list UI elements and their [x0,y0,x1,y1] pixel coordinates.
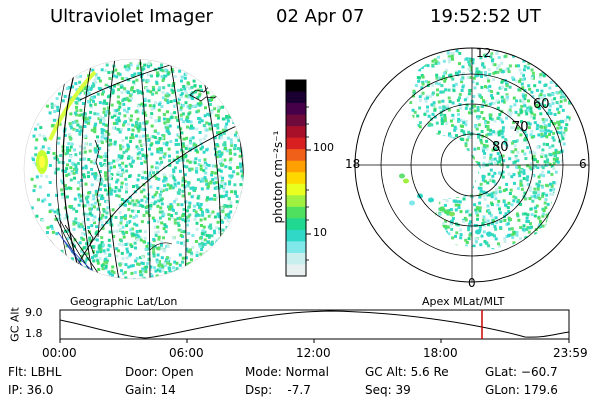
time-tick-0600: 06:00 [169,346,204,360]
colorbar-band [286,126,306,139]
colorbar-unit-label: photon cm⁻²s⁻¹ [271,130,285,224]
mlt-label-6: 6 [579,157,587,171]
colorbar-band [286,195,306,208]
emission-dots [399,173,492,237]
colorbar-band [286,183,306,196]
status-gc-alt: GC Alt: 5.6 Re [365,365,449,379]
terminator-curve [62,59,86,279]
altitude-curve [59,310,570,339]
colorbar-band [286,91,306,104]
colorbar-band [286,80,306,93]
status-glon: GLon: 179.6 [485,383,558,397]
colorbar-band [286,264,306,277]
mlt-label-0: 0 [468,276,476,290]
time-tick-1200: 12:00 [296,346,331,360]
limb-glow [48,70,97,141]
instrument-title: Ultraviolet Imager [50,6,213,27]
colorbar-band [286,114,306,127]
status-door: Door: Open [125,365,194,379]
status-ip: IP: 36.0 [8,383,54,397]
colorbar-band [286,103,306,116]
geographic-disc [24,59,244,279]
time-tick-0000: 00:00 [42,346,77,360]
time-tick-1800: 18:00 [423,346,458,360]
colorbar-band [286,172,306,185]
mlt-label-18: 18 [345,157,361,171]
mlt-label-12: 12 [476,46,492,60]
polar-plot [354,47,590,283]
colorbar-band [286,241,306,254]
status-seq: Seq: 39 [365,383,411,397]
colorbar-tick-10: 10 [313,226,327,239]
colorbar-tick-100: 100 [313,141,334,154]
time-label: 19:52:52 UT [430,6,541,27]
left-panel-caption: Geographic Lat/Lon [70,295,178,308]
mlat-label-80: 80 [492,140,509,155]
mlat-label-70: 70 [512,120,529,135]
colorbar-band [286,229,306,242]
parallel-lines [69,61,244,279]
status-dsp: Dsp: -7.7 [245,383,311,397]
status-gain: Gain: 14 [125,383,176,397]
colorbar-band [286,206,306,219]
altitude-strip [59,309,570,343]
status-mode: Mode: Normal [245,365,329,379]
colorbar-band [286,149,306,162]
status-glat: GLat: −60.7 [485,365,558,379]
altitude-tick-low: 1.8 [25,327,43,340]
colorbar [285,79,311,277]
altitude-tick-high: 9.0 [25,306,43,319]
date-label: 02 Apr 07 [276,6,365,27]
status-filter: Flt: LBHL [8,365,62,379]
colorbar-band [286,160,306,173]
right-panel-caption: Apex MLat/MLT [422,295,505,308]
mlat-label-60: 60 [533,97,550,112]
colorbar-band [286,218,306,231]
altitude-axis-label: GC Alt [8,307,22,342]
colorbar-band [286,137,306,150]
time-tick-2359: 23:59 [553,346,588,360]
colorbar-band [286,252,306,265]
